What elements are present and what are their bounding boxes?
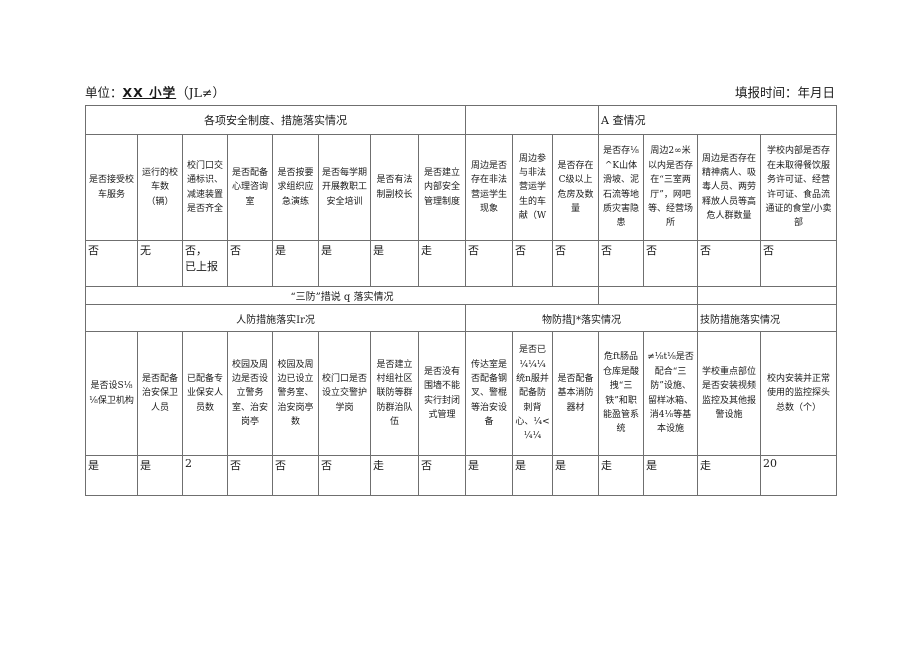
- answer-cell: 走: [370, 455, 419, 496]
- section1-right-title: A 查情况: [598, 105, 838, 135]
- answer-cell: 无: [137, 240, 183, 287]
- lower-header-cell: 校门口是否设立交警护学岗: [318, 331, 371, 456]
- lower-header-cell: 是否设S⅛⅛保卫机构: [85, 331, 138, 456]
- sanfang-title: “三防”措说 q 落实情况: [84, 286, 600, 305]
- lower-header-cell: 校园及周边是否设立警务室、治安岗亭: [227, 331, 273, 456]
- answer-cell: 否: [512, 240, 553, 287]
- upper-header-cell: 是否有法制副校长: [370, 134, 419, 241]
- lower-header-cell: 已配备专业保安人员数: [182, 331, 228, 456]
- answer-cell: 否: [418, 455, 466, 496]
- section1-row: 各项安全制度、措施落实情况 A 查情况: [85, 105, 838, 135]
- upper-header-cell: 是否接受校车服务: [85, 134, 138, 241]
- answer-cell: 是: [551, 455, 600, 496]
- answer-cell: 否: [697, 240, 762, 287]
- upper-header-cell: 是否每学期开展教职工安全培训: [318, 134, 371, 241]
- answer-cell: 是: [512, 455, 553, 496]
- upper-header-cell: 是否配备心理咨询室: [227, 134, 273, 241]
- answer-cell: 走: [418, 240, 466, 287]
- sanfang-row: “三防”措说 q 落实情况: [84, 286, 838, 305]
- answer-cell: 20: [760, 455, 838, 496]
- upper-header-cell: 学校内部是否存在未取得餐饮服务许可证、经营许可证、食品流通证的食堂/小卖部: [760, 134, 838, 241]
- wufang-title: 物防措J*落实情况: [464, 304, 699, 332]
- answer-cell: 是: [318, 240, 371, 287]
- lower-header-cell: 是否建立村组社区联防等群防群治队伍: [370, 331, 419, 456]
- lower-header-cell: 是否配备基本消防器材: [551, 331, 600, 456]
- lower-header-cell: 是否没有围墙不能实行封闭式管理: [418, 331, 466, 456]
- answer-cell: 走: [697, 455, 762, 496]
- upper-header-cell: 周边是否存在非法营运学生现象: [465, 134, 513, 241]
- answer-cell: 否: [85, 240, 138, 287]
- answer-cell: 否: [227, 240, 273, 287]
- answer-cell: 是: [85, 455, 138, 496]
- answer-cell: 是: [137, 455, 183, 496]
- answer-cell: 否: [760, 240, 838, 287]
- answer-cell: 否: [643, 240, 699, 287]
- lower-header-cell: 校园及周边已设立警务室、治安岗亭数: [272, 331, 319, 456]
- safety-inspection-table: 各项安全制度、措施落实情况 A 查情况 是否接受校车服务 运行的校车数（辆） 校…: [84, 105, 838, 496]
- upper-header-cell: 是否存在C级以上危房及数量: [551, 134, 600, 241]
- answer-cell: 否， 已上报: [182, 240, 228, 287]
- lower-header-cell: 校内安装并正常使用的监控探头总数（个）: [760, 331, 838, 456]
- lower-header-cell: 是否配备治安保卫人员: [137, 331, 183, 456]
- answer-cell: 否: [318, 455, 371, 496]
- upper-header-cell: 周边是否存在精神病人、吸毒人员、两劳释放人员等高危人群数量: [697, 134, 762, 241]
- lower-header-cell: 是否已¼¼¼统n服并配备防刺背心、¼<¼¼: [512, 331, 553, 456]
- upper-header-cell: 是否按要求组织应急演练: [272, 134, 319, 241]
- answer-cell: 是: [370, 240, 419, 287]
- answer-cell: 是: [465, 455, 513, 496]
- form-topline: 单位：XX 小学（JL≠） 填报时间：年月日: [85, 82, 835, 101]
- empty-cell: [598, 286, 699, 305]
- answer-cell: 否: [598, 240, 645, 287]
- answer-cell: 否: [551, 240, 600, 287]
- upper-header-cell: 运行的校车数（辆）: [137, 134, 183, 241]
- answer-cell: 否: [227, 455, 273, 496]
- answer-cell: 否: [272, 455, 319, 496]
- answer-cell: 否: [465, 240, 513, 287]
- unit-label: 单位：: [85, 85, 123, 100]
- subsection-row: 人防措施落实Ir况 物防措J*落实情况 技防措施落实情况: [85, 304, 838, 332]
- answer-cell: 2: [182, 455, 228, 496]
- upper-header-cell: 校门口交通标识、减速装置是否齐全: [182, 134, 228, 241]
- unit-suffix: （JL≠）: [176, 85, 225, 100]
- lower-answer-row: 是 是 2 否 否 否 走 否 是 是 是 走 是 走 20: [85, 455, 838, 496]
- jifang-title: 技防措施落实情况: [697, 304, 838, 332]
- lower-header-cell: 传达室是否配备钢叉、警棍等治安设备: [465, 331, 513, 456]
- upper-header-cell: 是否建立内部安全管理制度: [418, 134, 466, 241]
- upper-header-cell: 周边2∞米以内是否存在“三室两厅”，网吧等、经营场所: [643, 134, 699, 241]
- lower-header-row: 是否设S⅛⅛保卫机构 是否配备治安保卫人员 已配备专业保安人员数 校园及周边是否…: [85, 331, 838, 456]
- unit-line: 单位：XX 小学（JL≠）: [85, 82, 225, 101]
- answer-cell: 走: [598, 455, 645, 496]
- lower-header-cell: ≠⅛t⅛是否配合“三防”设施、留样冰箱、消4⅛等基本设施: [643, 331, 699, 456]
- upper-header-row: 是否接受校车服务 运行的校车数（辆） 校门口交通标识、减速装置是否齐全 是否配备…: [85, 134, 838, 241]
- section1-title: 各项安全制度、措施落实情况: [85, 105, 466, 135]
- lower-header-cell: 学校重点部位是否安装视频监控及其他报警设施: [697, 331, 762, 456]
- renfang-title: 人防措施落实Ir况: [85, 304, 466, 332]
- upper-header-cell: 是否存⅛^K山体滑坡、泥石流等地质灾害隐患: [598, 134, 645, 241]
- empty-cell: [464, 105, 600, 135]
- answer-cell: 是: [272, 240, 319, 287]
- upper-header-cell: 周边参与非法营运学生的车献（W: [512, 134, 553, 241]
- lower-header-cell: 危ft肠品仓库是酸拽“三铁”和职能盈管系统: [598, 331, 645, 456]
- empty-cell: [697, 286, 838, 305]
- answer-cell: 是: [643, 455, 699, 496]
- report-time-line: 填报时间：年月日: [734, 85, 835, 100]
- upper-answer-row: 否 无 否， 已上报 否 是 是 是 走 否 否 否 否 否 否 否: [85, 240, 838, 287]
- unit-name: XX 小学: [122, 85, 177, 100]
